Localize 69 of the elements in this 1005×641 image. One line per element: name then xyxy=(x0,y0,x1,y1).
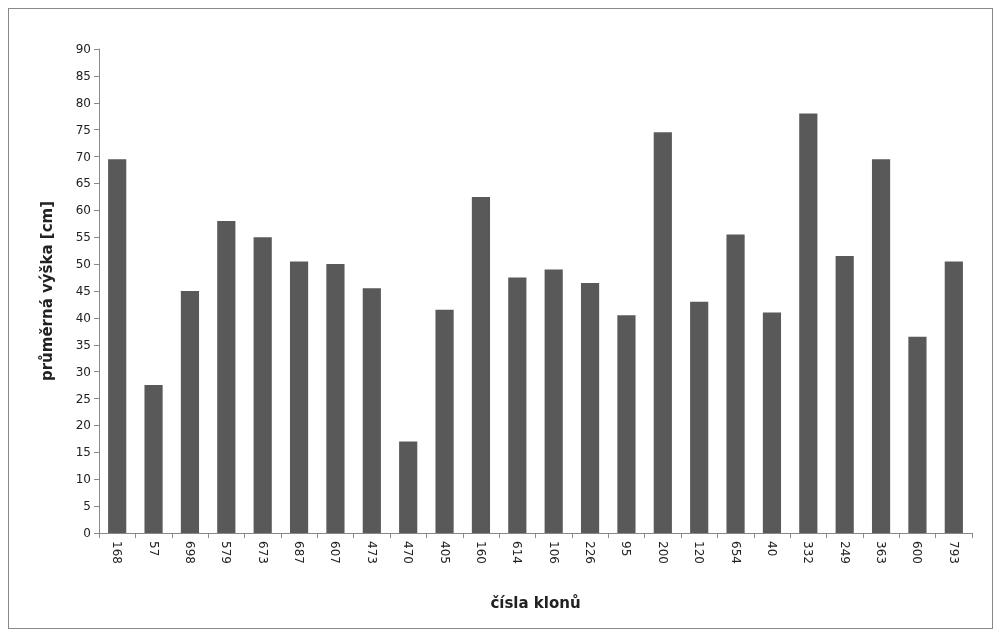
y-axis-title: průměrná výška [cm] xyxy=(37,200,56,382)
bar xyxy=(253,237,272,533)
y-tick-label: 35 xyxy=(75,337,91,352)
y-tick-label: 70 xyxy=(75,149,91,164)
y-tick-label: 20 xyxy=(75,418,91,433)
x-tick-label: 405 xyxy=(437,541,452,564)
x-tick-label: 473 xyxy=(364,541,379,564)
y-tick-label: 15 xyxy=(75,445,91,460)
x-tick-label: 470 xyxy=(401,541,416,564)
bar xyxy=(180,291,200,533)
bar xyxy=(108,159,127,533)
y-tick-label: 30 xyxy=(75,364,91,379)
x-tick-label: 698 xyxy=(182,541,197,564)
y-tick-label: 85 xyxy=(75,68,91,83)
x-tick-label: 57 xyxy=(146,541,161,557)
bar xyxy=(580,282,600,533)
bar xyxy=(544,269,563,533)
x-tick-label: 120 xyxy=(692,541,707,564)
bar xyxy=(617,315,636,533)
bar xyxy=(690,301,709,533)
x-tick-label: 614 xyxy=(510,541,525,564)
x-tick-label: 106 xyxy=(546,541,561,564)
x-tick-label: 363 xyxy=(874,541,889,564)
x-tick-label: 160 xyxy=(473,541,488,564)
bar xyxy=(144,385,163,533)
bar xyxy=(871,159,891,533)
bar xyxy=(362,288,381,533)
x-tick-label: 95 xyxy=(619,541,634,557)
bar xyxy=(908,336,927,533)
y-tick-label: 25 xyxy=(75,391,91,406)
y-tick-label: 50 xyxy=(75,257,91,272)
x-tick-label: 654 xyxy=(728,541,743,564)
bar xyxy=(653,132,672,533)
bar xyxy=(726,234,745,533)
bar xyxy=(289,261,309,533)
y-tick-label: 45 xyxy=(75,284,91,298)
x-tick-label: 600 xyxy=(910,541,925,564)
x-tick-label: 332 xyxy=(801,541,816,564)
bar xyxy=(399,441,418,533)
x-axis-title: čísla klonů xyxy=(490,593,581,612)
x-tick-label: 793 xyxy=(946,541,961,564)
bar xyxy=(435,309,454,533)
y-tick-label: 90 xyxy=(75,42,91,56)
y-tick-label: 75 xyxy=(75,122,91,137)
y-tick-label: 55 xyxy=(75,230,91,245)
x-tick-label: 673 xyxy=(255,541,270,564)
bar xyxy=(508,277,527,533)
y-tick-label: 10 xyxy=(75,472,91,487)
bar xyxy=(326,264,345,533)
x-tick-label: 40 xyxy=(764,541,779,557)
bar xyxy=(944,261,963,533)
x-tick-label: 607 xyxy=(328,541,343,564)
y-tick-label: 40 xyxy=(75,310,91,325)
x-tick-label: 226 xyxy=(583,541,598,564)
bar xyxy=(471,196,491,533)
y-tick-label: 5 xyxy=(83,499,91,514)
bar xyxy=(217,221,236,533)
x-tick-label: 579 xyxy=(219,541,234,564)
y-tick-label: 65 xyxy=(75,176,91,191)
bar xyxy=(835,256,854,533)
x-tick-label: 168 xyxy=(110,541,125,564)
y-tick-label: 0 xyxy=(83,526,91,540)
bar xyxy=(799,113,818,533)
x-tick-label: 249 xyxy=(837,541,852,564)
y-tick-label: 60 xyxy=(75,203,91,218)
bar xyxy=(762,312,782,533)
y-tick-label: 80 xyxy=(75,95,91,110)
x-tick-label: 687 xyxy=(292,541,307,564)
x-tick-label: 200 xyxy=(655,541,670,564)
